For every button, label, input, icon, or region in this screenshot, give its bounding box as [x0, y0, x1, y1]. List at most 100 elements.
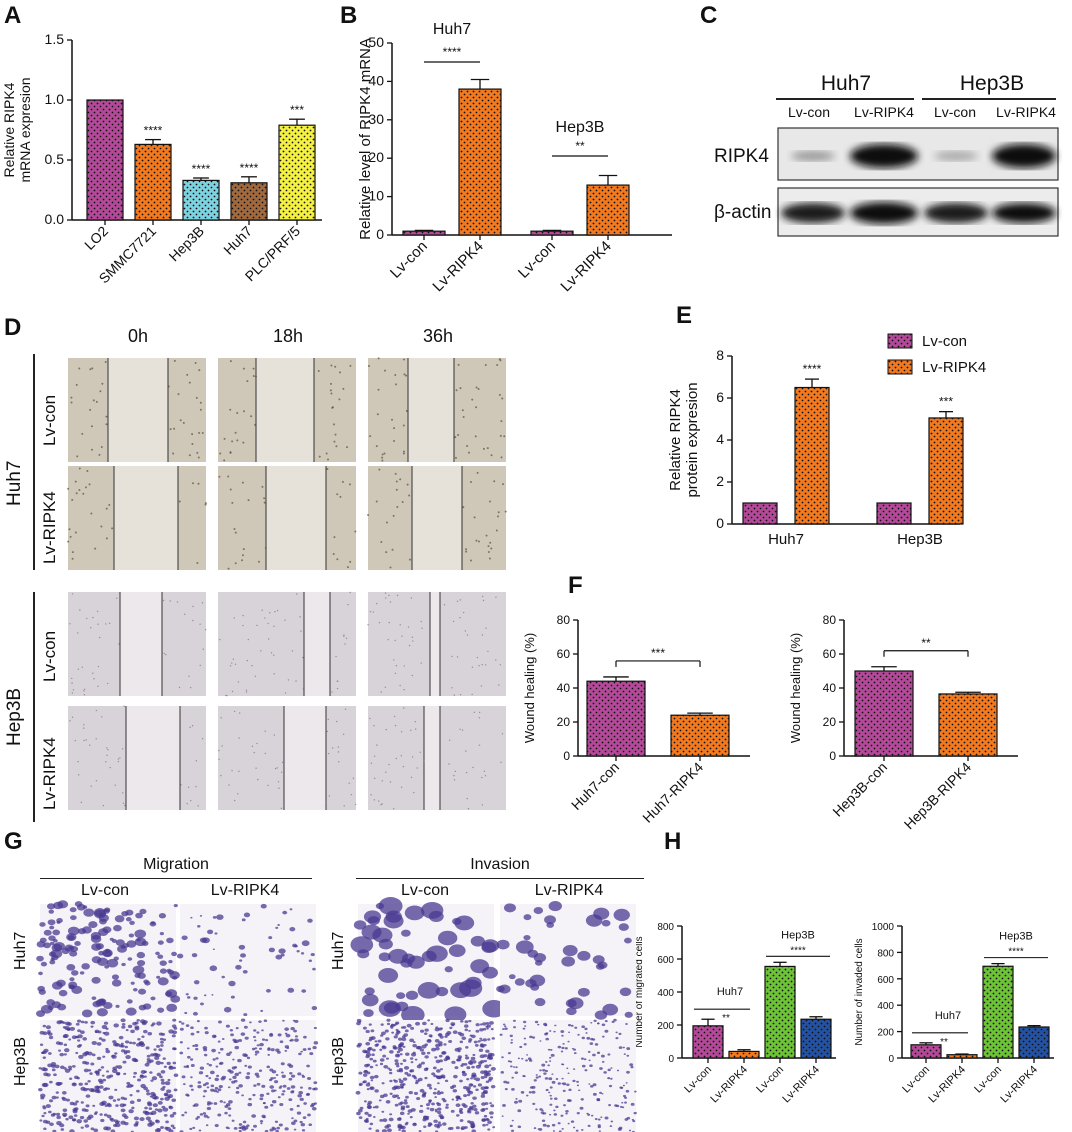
y-tick-label: 60	[823, 647, 837, 661]
x-tick-label: Lv-RIPK4	[708, 1064, 750, 1106]
y-tick-label: 0	[888, 1054, 894, 1065]
x-tick-label: Lv-RIPK4	[429, 238, 486, 295]
significance-label: ****	[790, 945, 806, 956]
significance-label: ****	[144, 124, 163, 138]
wb-lane-4: Lv-RIPK4	[996, 104, 1056, 120]
significance-label: ***	[651, 646, 665, 660]
y-tick-label: 2	[716, 473, 724, 489]
panel-label-e: E	[676, 302, 693, 329]
x-tick-label: Hep3B-con	[829, 759, 890, 820]
x-tick-label: LO2	[81, 223, 111, 253]
bar	[876, 502, 912, 525]
x-tick-label: Lv-RIPK4	[557, 238, 614, 295]
significance-label: ****	[803, 362, 822, 376]
x-tick-label: Lv-con	[754, 1064, 786, 1096]
x-tick-label: Lv-RIPK4	[926, 1064, 968, 1106]
y-tick-label: 0	[376, 226, 384, 242]
y-axis-label: Wound healing (%)	[788, 633, 803, 743]
legend-label: Lv-con	[922, 333, 967, 350]
wound-image	[368, 706, 506, 810]
western-blot-panel: Huh7 Hep3B Lv-con Lv-RIPK4 Lv-con Lv-RIP…	[700, 0, 1072, 300]
x-tick-label: Lv-con	[682, 1064, 714, 1096]
legend-swatch	[887, 333, 913, 349]
transwell-line-invasion	[356, 878, 644, 879]
wound-image	[367, 357, 506, 462]
bar	[982, 965, 1014, 1059]
y-tick-label: 50	[368, 34, 384, 50]
bar	[742, 502, 778, 525]
wound-image	[218, 591, 356, 697]
x-tick-label: Huh7-RIPK4	[639, 759, 706, 826]
wb-group-2: Hep3B	[959, 72, 1025, 95]
significance-label: **	[575, 139, 585, 153]
transwell-image	[178, 1018, 319, 1132]
bar	[134, 143, 172, 221]
group-label: Huh7	[935, 1010, 961, 1022]
legend-swatch	[887, 359, 913, 375]
x-tick-label: Hep3B	[166, 223, 208, 265]
group-label: Huh7	[433, 21, 471, 38]
y-tick-label: 0.5	[45, 151, 65, 167]
wb-line-2	[922, 98, 1056, 100]
wound-image	[67, 466, 207, 570]
wound-image	[218, 466, 357, 570]
x-tick-label: Lv-con	[387, 238, 431, 282]
bar	[182, 179, 220, 221]
wb-lane-2: Lv-RIPK4	[854, 104, 914, 120]
y-tick-label: 30	[368, 111, 384, 127]
wound-time-0: 0h	[127, 326, 149, 346]
bar	[728, 1050, 760, 1059]
wb-lane-3: Lv-con	[933, 104, 977, 120]
panel-label-g: G	[4, 828, 23, 855]
y-axis-label: Relative RIPK4	[1, 82, 17, 177]
y-axis-label: Relative level of RIPK4 mRNA	[357, 38, 374, 240]
y-tick-label: 200	[877, 1028, 894, 1039]
chart-h2: 0 200 400 600 800 1000 Number of invaded cells…	[854, 922, 1054, 1106]
bar	[910, 1044, 942, 1059]
y-tick-label: 0	[829, 749, 836, 763]
transwell-section-invasion: Invasion	[470, 856, 530, 873]
panel-label-b: B	[340, 2, 358, 29]
transwell-image	[496, 901, 636, 1020]
transwell-panel: Migration Invasion Lv-con Lv-RIPK4 Lv-co…	[0, 850, 660, 1132]
transwell-col-2: Lv-RIPK4	[210, 882, 280, 899]
y-tick-label: 20	[368, 149, 384, 165]
transwell-row-4: Hep3B	[330, 1037, 347, 1086]
legend-label: Lv-RIPK4	[922, 359, 986, 376]
x-tick-label: Lv-RIPK4	[780, 1064, 822, 1106]
panel-label-h: H	[664, 828, 682, 855]
wound-row-4: Lv-RIPK4	[40, 737, 59, 810]
y-axis-label: mRNA expresion	[17, 77, 33, 182]
bar	[854, 670, 914, 757]
y-tick-label: 600	[877, 975, 894, 986]
x-tick-label: Lv-RIPK4	[998, 1064, 1040, 1106]
wb-blot-image	[777, 127, 1059, 237]
wound-bracket-huh7	[33, 354, 35, 570]
transwell-col-1: Lv-con	[80, 882, 130, 899]
transwell-line-migration	[40, 878, 312, 879]
y-tick-label: 60	[557, 647, 571, 661]
bar	[764, 965, 796, 1059]
y-tick-label: 600	[657, 955, 674, 966]
significance-label: ****	[192, 162, 211, 176]
transwell-image	[355, 1018, 496, 1132]
transwell-row-1: Huh7	[12, 931, 29, 970]
bar	[938, 693, 998, 757]
transwell-image	[38, 1018, 179, 1132]
panel-label-c: C	[700, 2, 718, 29]
y-tick-label: 0	[668, 1054, 674, 1065]
bar	[458, 88, 502, 236]
y-tick-label: 400	[657, 988, 674, 999]
bar	[586, 680, 646, 757]
transwell-col-3: Lv-con	[400, 882, 450, 899]
x-tick-label: Lv-con	[515, 238, 559, 282]
wound-row-3: Lv-con	[40, 630, 59, 682]
wound-image	[68, 592, 207, 696]
transwell-image	[350, 897, 506, 1024]
wound-image	[218, 706, 357, 810]
panel-label-a: A	[4, 2, 22, 29]
group-label: Hep3B	[999, 931, 1033, 943]
bar	[800, 1018, 832, 1059]
significance-label: ****	[1008, 947, 1024, 958]
bar	[928, 417, 964, 525]
